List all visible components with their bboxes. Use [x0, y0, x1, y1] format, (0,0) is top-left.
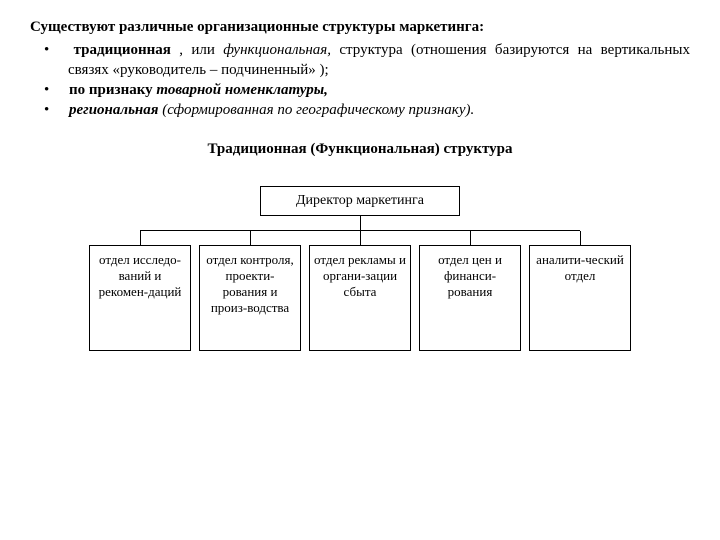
bullet-item-3: региональная (сформированная по географи…: [30, 100, 690, 120]
org-child-wrap: отдел цен и финанси-рования: [420, 231, 520, 351]
org-child-node: отдел контроля, проекти-рования и произ-…: [199, 245, 301, 351]
intro-heading: Существуют различные организационные стр…: [30, 18, 690, 38]
connector-vertical-child: [470, 231, 471, 245]
org-child-node: отдел цен и финанси-рования: [419, 245, 521, 351]
bullet-item-2: по признаку товарной номенклатуры,: [30, 80, 690, 100]
connector-vertical-child: [140, 231, 141, 245]
org-child-wrap: аналити-ческий отдел: [530, 231, 630, 351]
bullet3-term: региональная: [69, 102, 162, 118]
org-child-node: аналити-ческий отдел: [529, 245, 631, 351]
org-chart: Директор маркетинга отдел исследо-ваний …: [90, 186, 630, 351]
bullet-item-1: традиционная , или функциональная, струк…: [30, 40, 690, 81]
connector-vertical-child: [250, 231, 251, 245]
connector-vertical-top: [360, 216, 361, 230]
org-children-row: отдел исследо-ваний и рекомен-дацийотдел…: [90, 231, 630, 351]
org-child-wrap: отдел контроля, проекти-рования и произ-…: [200, 231, 300, 351]
bullet1-mid: , или: [171, 42, 223, 58]
bullet3-post: (сформированная по географическому призн…: [162, 102, 474, 118]
org-child-node: отдел исследо-ваний и рекомен-даций: [89, 245, 191, 351]
org-child-wrap: отдел рекламы и органи-зации сбыта: [310, 231, 410, 351]
org-child-node: отдел рекламы и органи-зации сбыта: [309, 245, 411, 351]
connector-vertical-child: [360, 231, 361, 245]
bullet1-term1: традиционная: [74, 42, 171, 58]
bullet1-term2: функциональная,: [223, 42, 331, 58]
diagram-title: Традиционная (Функциональная) структура: [30, 141, 690, 158]
document-body: Существуют различные организационные стр…: [0, 0, 720, 351]
bullet-list: традиционная , или функциональная, струк…: [30, 40, 690, 121]
bullet2-pre: по признаку: [69, 82, 156, 98]
org-top-node: Директор маркетинга: [260, 186, 460, 216]
connector-vertical-child: [580, 231, 581, 245]
org-child-wrap: отдел исследо-ваний и рекомен-даций: [90, 231, 190, 351]
bullet2-term: товарной номенклатуры,: [156, 82, 328, 98]
